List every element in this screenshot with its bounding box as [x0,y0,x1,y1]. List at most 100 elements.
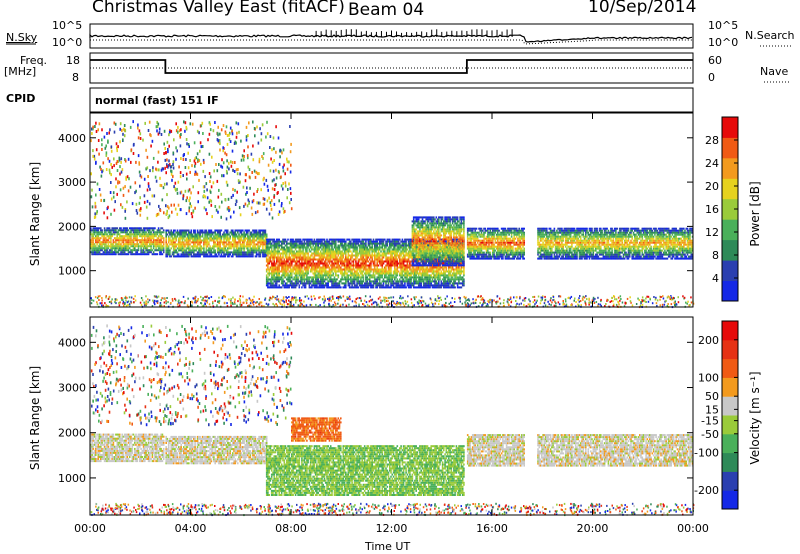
power-cell [378,251,380,253]
power-cell [101,229,103,231]
power-cell [397,274,399,276]
power-cell [340,286,342,288]
power-cell [350,259,352,261]
power-cell [114,233,116,235]
power-cell [326,278,328,280]
power-cell [175,240,177,242]
power-cell [304,265,306,267]
power-cell [405,251,407,253]
power-cell [358,278,360,280]
power-cell [363,276,365,278]
power-cell [380,282,382,284]
power-cell [371,259,373,261]
power-cell [394,267,396,269]
power-cell [224,247,226,249]
power-cell [395,276,397,278]
power-cell [380,251,382,253]
power-cell [262,245,264,247]
power-cell [452,267,454,269]
power-cell [369,253,371,255]
power-cell [297,282,299,284]
power-cell [129,247,131,249]
power-cell [341,251,343,253]
power-cell [221,230,223,232]
power-cell [278,239,280,241]
power-cell [124,237,126,239]
power-cell [463,273,465,275]
power-cell [402,282,404,284]
power-cell [289,255,291,257]
power-cell [188,255,190,257]
power-cell [413,224,415,226]
power-cell [385,274,387,276]
power-cell [191,230,193,232]
power-cell [423,267,425,269]
power-cell [365,245,367,247]
power-cell [253,238,255,240]
power-cell [163,247,165,249]
power-cell [175,238,177,240]
power-cell [260,255,262,257]
power-cell [412,240,414,242]
power-cell [410,286,412,288]
power-cell [247,232,249,234]
power-cell [374,263,376,265]
power-cell [415,274,417,276]
power-cell [414,244,416,246]
power-cell [410,274,412,276]
power-cell [309,267,311,269]
power-cell [363,274,365,276]
power-cell [226,245,228,247]
power-cell [272,282,274,284]
power-cell [461,286,463,288]
power-cell [278,247,280,249]
power-cell [402,273,404,275]
power-cell [368,286,370,288]
power-cell [296,243,298,245]
power-cell [334,276,336,278]
power-cell [256,251,258,253]
power-cell [325,276,327,278]
power-cell [186,249,188,251]
power-cell [173,240,175,242]
power-cell [395,257,397,259]
power-cell [115,249,117,251]
power-cell [363,257,365,259]
power-cell [130,231,132,233]
power-cell [162,227,164,229]
power-cell [177,230,179,232]
power-cell [349,249,351,251]
power-cell [373,273,375,275]
power-cell [322,282,324,284]
power-cell [374,267,376,269]
power-cell [214,251,216,253]
power-cell [257,243,259,245]
power-cell [331,271,333,273]
power-cell [330,273,332,275]
power-cell [287,269,289,271]
power-cell [366,276,368,278]
power-band [90,227,165,255]
power-cell [162,253,164,255]
power-cell [104,227,106,229]
power-cell [172,236,174,238]
power-cell [273,259,275,261]
power-cell [351,284,353,286]
power-cell [448,269,450,271]
power-cell [309,284,311,286]
power-cell [382,274,384,276]
power-cell [390,273,392,275]
power-cell [444,273,446,275]
power-cell [199,238,201,240]
power-cell [449,273,451,275]
power-cell [286,263,288,265]
power-cell [98,235,100,237]
power-cell [139,231,141,233]
power-cell [310,257,312,259]
power-cell [213,247,215,249]
power-cell [105,237,107,239]
power-cell [351,253,353,255]
power-cell [398,241,400,243]
power-cell [463,278,465,280]
power-cell [285,239,287,241]
